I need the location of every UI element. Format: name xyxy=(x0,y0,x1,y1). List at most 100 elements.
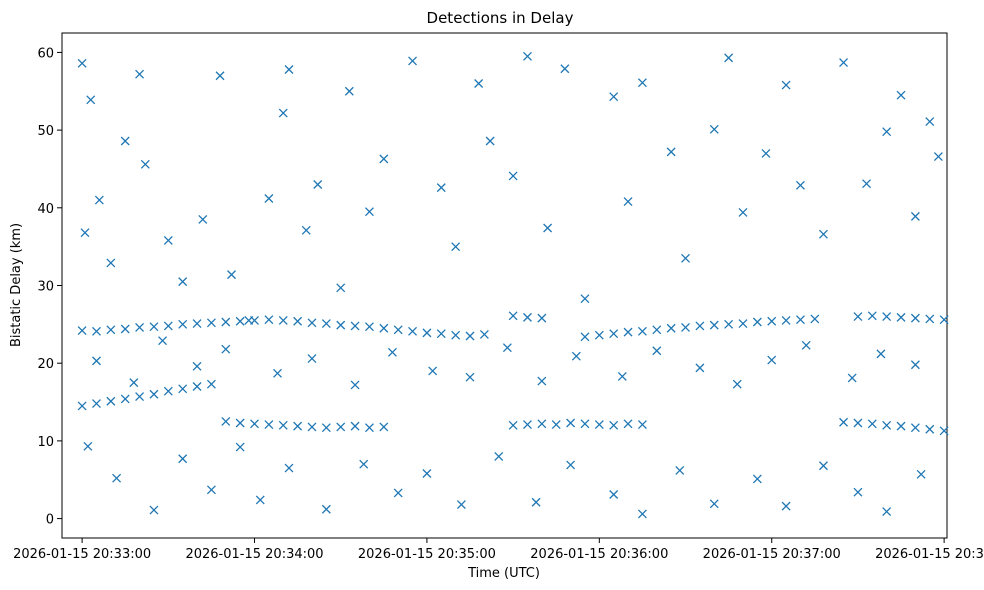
data-point xyxy=(149,322,159,332)
data-point xyxy=(77,326,87,336)
data-point xyxy=(364,423,374,433)
data-point xyxy=(106,396,116,406)
data-point xyxy=(810,314,820,324)
chart-title: Detections in Delay xyxy=(427,9,574,27)
data-point xyxy=(474,79,484,88)
data-point xyxy=(537,313,547,323)
data-point xyxy=(479,329,489,339)
data-point xyxy=(543,223,553,233)
data-point xyxy=(428,366,438,376)
plot-area xyxy=(61,32,948,539)
data-point xyxy=(494,451,504,461)
data-point xyxy=(531,497,541,507)
data-point xyxy=(681,322,690,332)
data-point xyxy=(250,419,259,429)
data-point xyxy=(485,136,495,146)
data-point xyxy=(178,454,188,464)
data-point xyxy=(77,58,87,68)
data-point xyxy=(379,422,389,432)
data-point xyxy=(163,386,173,396)
data-point xyxy=(876,349,886,359)
y-axis-label: Bistatic Delay (km) xyxy=(9,223,24,347)
data-point xyxy=(537,419,547,429)
data-point xyxy=(120,324,130,334)
data-point xyxy=(456,500,466,510)
data-point xyxy=(278,108,288,118)
data-point xyxy=(149,505,159,515)
data-point xyxy=(273,368,282,378)
x-tick-label: 2026-01-15 20:37:00 xyxy=(703,547,841,562)
data-point xyxy=(781,501,791,511)
y-tick-label: 30 xyxy=(37,280,54,295)
data-point xyxy=(666,323,676,333)
data-point xyxy=(278,316,288,325)
data-point xyxy=(502,343,512,353)
data-point xyxy=(695,363,705,373)
data-point xyxy=(896,312,906,322)
data-point xyxy=(408,326,418,336)
data-point xyxy=(163,321,173,331)
data-point xyxy=(264,194,274,203)
data-point xyxy=(321,423,331,433)
x-tick-label: 2026-01-15 20:34:00 xyxy=(185,547,323,562)
markers-group xyxy=(77,51,949,519)
data-point xyxy=(140,159,150,169)
data-point xyxy=(551,420,561,430)
data-point xyxy=(350,421,360,431)
data-point xyxy=(86,95,96,105)
data-point xyxy=(149,389,159,399)
data-point xyxy=(158,336,168,346)
data-point xyxy=(681,253,690,263)
data-point xyxy=(560,64,570,74)
data-point xyxy=(235,442,245,452)
data-point xyxy=(227,270,236,280)
data-point xyxy=(235,418,245,428)
x-axis-ticks: 2026-01-15 20:33:00 2026-01-15 20:34:00 20… xyxy=(13,538,984,562)
data-point xyxy=(77,401,87,411)
data-point xyxy=(192,319,202,329)
data-point xyxy=(724,53,734,63)
data-point xyxy=(896,90,906,100)
data-point xyxy=(818,229,828,239)
data-point xyxy=(465,331,475,341)
data-point xyxy=(135,322,145,332)
data-point xyxy=(250,316,259,325)
data-point xyxy=(350,321,360,331)
data-point xyxy=(571,351,581,361)
data-point xyxy=(198,215,208,224)
x-tick-label: 2026-01-15 20:38:00 xyxy=(875,547,984,562)
x-axis-label: Time (UTC) xyxy=(467,566,540,581)
data-point xyxy=(867,311,877,321)
data-point xyxy=(910,211,920,221)
data-point xyxy=(120,136,130,146)
data-point xyxy=(882,420,892,430)
data-point xyxy=(925,314,935,324)
data-point xyxy=(781,316,791,325)
data-point xyxy=(566,460,576,470)
data-point xyxy=(221,317,231,327)
data-point xyxy=(761,148,771,158)
data-point xyxy=(336,283,346,293)
x-tick-label: 2026-01-15 20:33:00 xyxy=(13,547,151,562)
data-point xyxy=(795,180,805,190)
data-point xyxy=(882,312,892,322)
y-axis-ticks: 0 10 20 30 40 50 60 xyxy=(37,46,62,528)
data-point xyxy=(379,154,389,164)
data-point xyxy=(623,327,633,337)
data-point xyxy=(609,92,619,102)
data-point xyxy=(508,311,518,321)
data-point xyxy=(732,379,742,389)
data-point xyxy=(344,86,354,96)
data-point xyxy=(364,322,374,332)
data-point xyxy=(939,426,949,436)
data-point xyxy=(178,384,188,394)
data-point xyxy=(80,228,90,238)
data-point xyxy=(163,235,173,245)
data-point xyxy=(178,277,188,287)
data-point xyxy=(313,180,323,189)
data-point xyxy=(867,419,877,429)
data-point xyxy=(192,361,202,371)
data-point xyxy=(321,504,331,514)
data-point xyxy=(264,420,274,430)
